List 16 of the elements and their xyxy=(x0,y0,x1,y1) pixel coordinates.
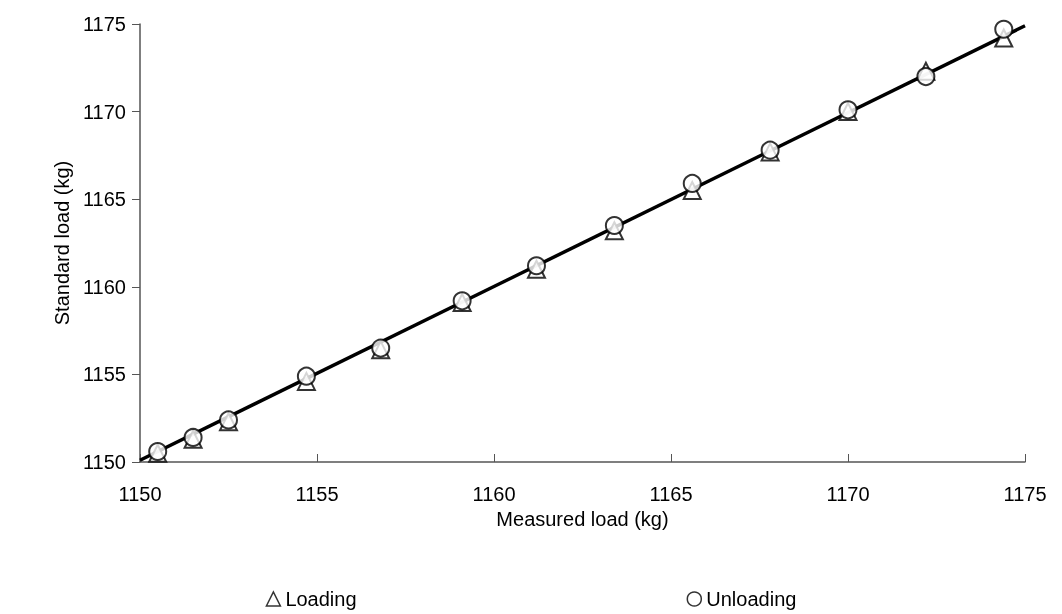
y-tick-label: 1170 xyxy=(82,100,126,123)
x-tick-label: 1150 xyxy=(118,483,162,505)
y-tick-label: 1155 xyxy=(82,363,126,386)
y-tick-label: 1175 xyxy=(82,13,126,35)
y-tick-label: 1165 xyxy=(82,188,126,211)
x-tick-label: 1165 xyxy=(649,483,693,505)
legend-label: Unloading xyxy=(706,588,797,610)
y-tick-label: 1150 xyxy=(82,451,126,473)
x-tick-label: 1170 xyxy=(826,483,870,505)
y-axis-title: Standard load (kg) xyxy=(51,160,74,326)
x-axis-title: Measured load (kg) xyxy=(496,507,669,530)
y-tick-label: 1160 xyxy=(82,275,126,298)
x-tick-label: 1175 xyxy=(1003,483,1047,505)
x-tick-label: 1160 xyxy=(472,483,516,505)
legend-label: Loading xyxy=(285,588,357,610)
x-tick-label: 1155 xyxy=(295,483,339,505)
